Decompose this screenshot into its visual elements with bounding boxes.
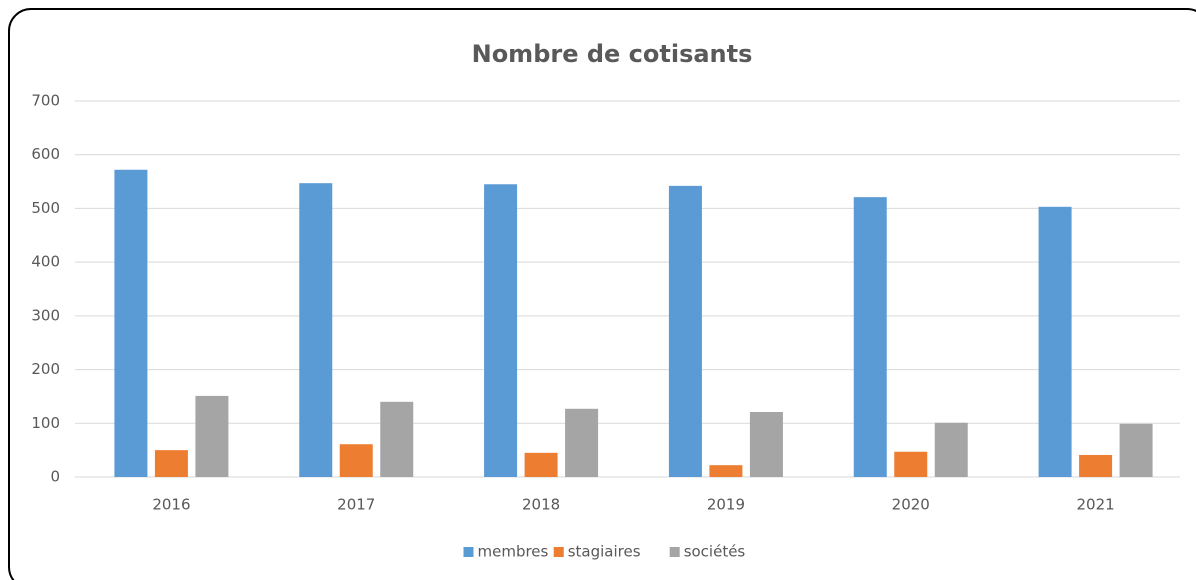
bar xyxy=(1119,423,1153,477)
legend-label: membres xyxy=(478,543,549,561)
bar xyxy=(668,185,702,477)
x-tick-label: 2017 xyxy=(337,496,375,514)
x-tick-label: 2021 xyxy=(1076,496,1114,514)
bar xyxy=(709,465,743,477)
x-tick-label: 2020 xyxy=(892,496,930,514)
legend-swatch xyxy=(463,547,474,557)
bar xyxy=(154,450,188,477)
bar xyxy=(195,395,229,477)
bar xyxy=(565,408,599,477)
y-tick-label: 600 xyxy=(31,145,60,163)
y-tick-label: 300 xyxy=(31,306,60,324)
legend-swatch xyxy=(553,547,564,557)
y-tick-label: 500 xyxy=(31,199,60,217)
bar xyxy=(380,401,414,477)
bar xyxy=(1038,206,1072,477)
y-tick-label: 100 xyxy=(31,414,60,432)
y-tick-label: 700 xyxy=(31,92,60,110)
legend-label: stagiaires xyxy=(568,543,641,561)
bar xyxy=(1079,454,1113,477)
chart-frame xyxy=(8,8,1196,580)
y-tick-label: 400 xyxy=(31,253,60,271)
x-tick-label: 2019 xyxy=(707,496,745,514)
bar xyxy=(114,169,148,478)
x-tick-label: 2018 xyxy=(522,496,560,514)
bar xyxy=(299,183,333,477)
legend-label: sociétés xyxy=(684,543,746,561)
chart-title: Nombre de cotisants xyxy=(472,40,753,68)
bar xyxy=(339,444,373,477)
bar xyxy=(484,184,518,477)
bar xyxy=(894,451,928,477)
legend-swatch xyxy=(669,547,680,557)
y-tick-label: 0 xyxy=(50,468,60,486)
bar xyxy=(853,197,887,478)
bar xyxy=(524,452,558,477)
x-tick-label: 2016 xyxy=(152,496,190,514)
bar xyxy=(749,412,783,477)
y-tick-label: 200 xyxy=(31,360,60,378)
bar xyxy=(934,422,968,477)
